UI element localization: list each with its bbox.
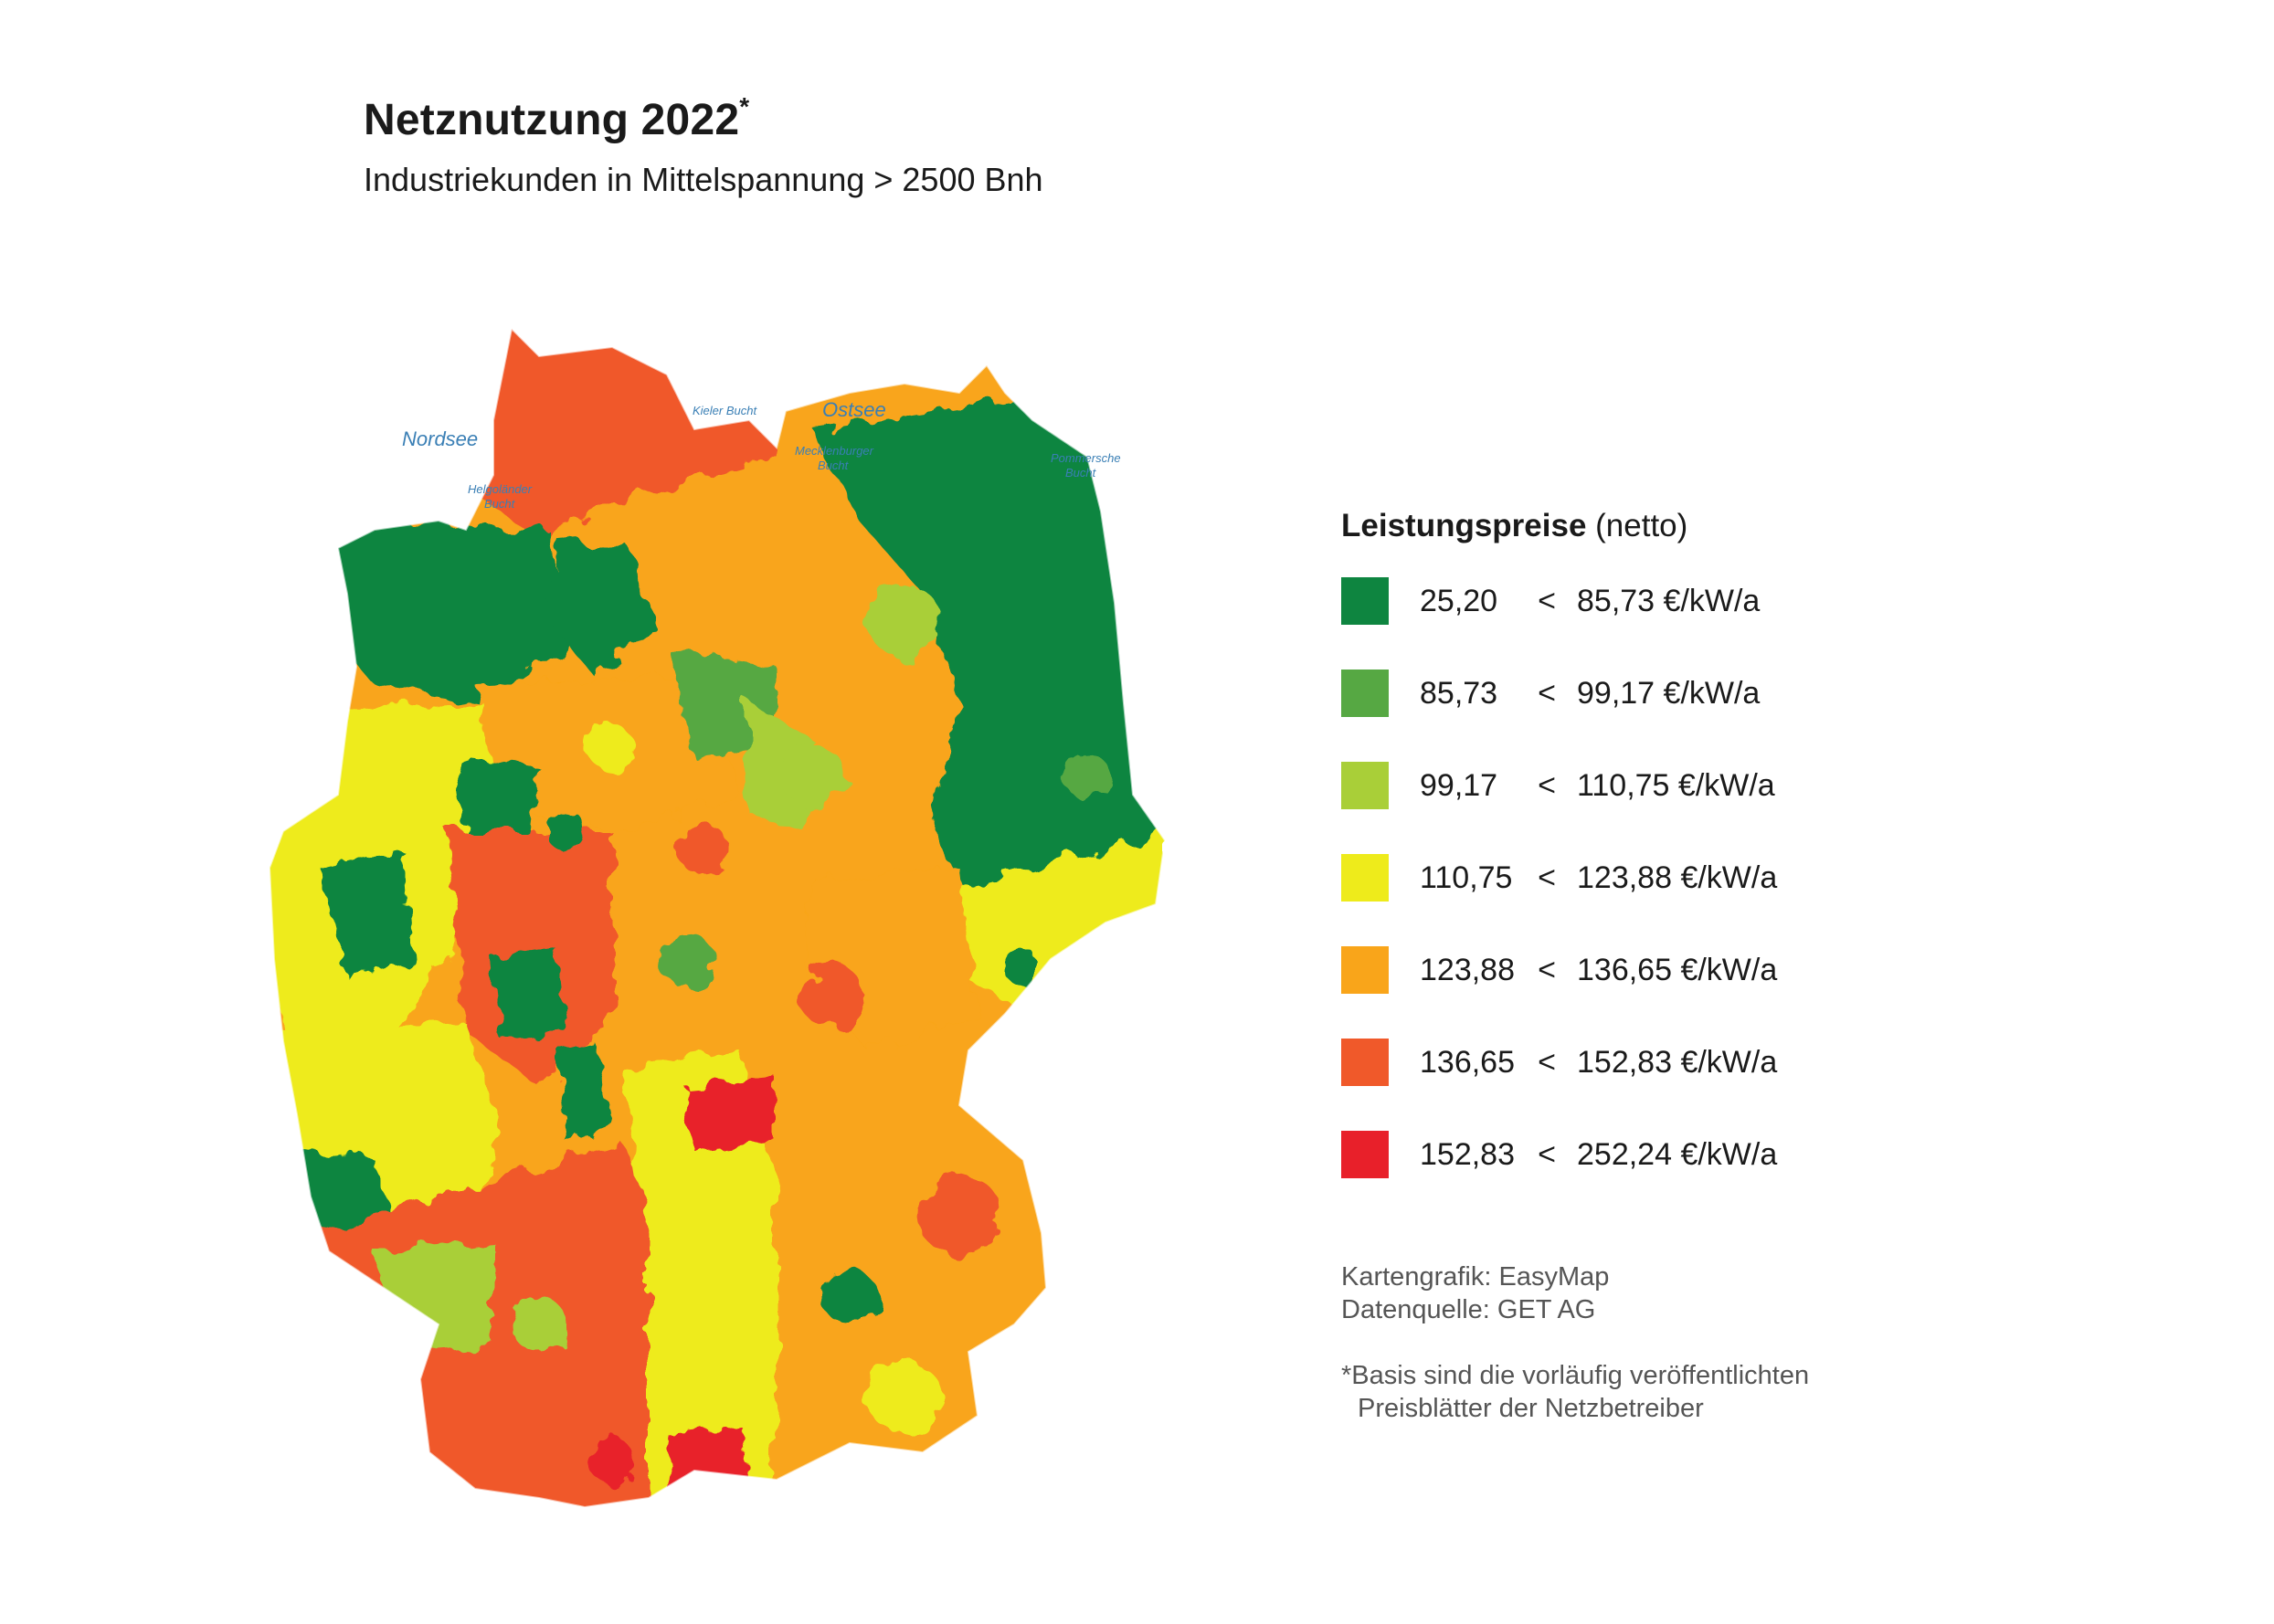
patch bbox=[1064, 754, 1110, 799]
region-bremen bbox=[548, 539, 658, 676]
source-line-map: Kartengrafik: EasyMap bbox=[1341, 1262, 1610, 1292]
patch bbox=[589, 1439, 635, 1484]
patch bbox=[868, 585, 941, 658]
legend-title: Leistungspreise (netto) bbox=[1341, 508, 1777, 544]
legend-swatch bbox=[1341, 946, 1389, 994]
legend-item: 123,88 <136,65 €/kW/a bbox=[1341, 946, 1777, 994]
legend-min: 136,65 bbox=[1420, 1044, 1515, 1080]
title-footnote-mark: * bbox=[739, 92, 750, 121]
region-northwest bbox=[320, 521, 566, 703]
label-helgolaender-bucht-1: Helgoländer bbox=[468, 482, 533, 496]
source-line-data: Datenquelle: GET AG bbox=[1341, 1295, 1596, 1324]
legend: Leistungspreise (netto) 25,20 <85,73 €/kW… bbox=[1341, 508, 1777, 1223]
patch bbox=[918, 1174, 1000, 1256]
legend-min: 123,88 bbox=[1420, 952, 1515, 987]
patch bbox=[799, 964, 863, 1028]
legend-items: 25,20 <85,73 €/kW/a 85,73 <99,17 €/kW/a 99,1… bbox=[1341, 577, 1777, 1178]
legend-item: 25,20 <85,73 €/kW/a bbox=[1341, 577, 1777, 625]
legend-separator: < bbox=[1538, 675, 1556, 711]
region-frankfurt bbox=[493, 950, 566, 1041]
title-text: Netznutzung 2022 bbox=[364, 96, 740, 144]
label-mecklenburger-bucht-2: Bucht bbox=[818, 459, 850, 472]
patch bbox=[512, 1297, 566, 1352]
legend-separator: < bbox=[1538, 952, 1556, 987]
patch bbox=[589, 726, 635, 772]
region-muenster bbox=[457, 758, 539, 840]
label-pommersche-bucht-2: Bucht bbox=[1065, 466, 1097, 480]
region-allgaeu bbox=[667, 1425, 749, 1507]
label-nordsee: Nordsee bbox=[402, 427, 478, 450]
region-mannheim bbox=[557, 1041, 612, 1142]
patch bbox=[546, 811, 587, 851]
germany-outline bbox=[268, 326, 1167, 1509]
patch bbox=[658, 932, 713, 986]
legend-separator: < bbox=[1538, 767, 1556, 803]
label-ostsee: Ostsee bbox=[822, 398, 886, 421]
patch bbox=[822, 1270, 877, 1324]
patch bbox=[1005, 950, 1042, 986]
source-info: Kartengrafik: EasyMap Datenquelle: GET A… bbox=[1341, 1260, 1609, 1326]
legend-min: 99,17 bbox=[1420, 767, 1498, 803]
legend-separator: < bbox=[1538, 859, 1556, 895]
legend-max: 136,65 €/kW/a bbox=[1577, 952, 1778, 987]
price-regions bbox=[270, 329, 1165, 1507]
legend-swatch bbox=[1341, 854, 1389, 902]
legend-max: 252,24 €/kW/a bbox=[1577, 1136, 1778, 1172]
legend-max: 123,88 €/kW/a bbox=[1577, 859, 1778, 895]
footnote-line-2: Preisblätter der Netzbetreiber bbox=[1358, 1394, 1704, 1423]
region-franconia bbox=[685, 1078, 777, 1151]
legend-item: 85,73 <99,17 €/kW/a bbox=[1341, 670, 1777, 717]
legend-max: 152,83 €/kW/a bbox=[1577, 1044, 1778, 1080]
map-subtitle: Industriekunden in Mittelspannung > 2500… bbox=[364, 161, 1043, 198]
legend-item: 136,65 <152,83 €/kW/a bbox=[1341, 1039, 1777, 1086]
legend-max: 110,75 €/kW/a bbox=[1577, 767, 1775, 803]
label-mecklenburger-bucht-1: Mecklenburger bbox=[795, 444, 874, 458]
legend-min: 25,20 bbox=[1420, 583, 1498, 618]
patch bbox=[384, 712, 439, 767]
legend-swatch bbox=[1341, 577, 1389, 625]
region-swabia bbox=[621, 1050, 777, 1507]
legend-separator: < bbox=[1538, 583, 1556, 618]
patch bbox=[868, 1361, 941, 1434]
region-ruhr bbox=[320, 849, 411, 977]
legend-swatch bbox=[1341, 762, 1389, 809]
legend-max: 99,17 €/kW/a bbox=[1577, 675, 1761, 711]
legend-item: 110,75 <123,88 €/kW/a bbox=[1341, 854, 1777, 902]
footnote: *Basis sind die vorläufig veröffentlicht… bbox=[1341, 1359, 1809, 1425]
legend-item: 152,83 <252,24 €/kW/a bbox=[1341, 1131, 1777, 1178]
patch bbox=[781, 744, 845, 808]
map-title: Netznutzung 2022* bbox=[364, 92, 750, 145]
label-pommersche-bucht-1: Pommersche bbox=[1051, 451, 1121, 465]
legend-swatch bbox=[1341, 1039, 1389, 1086]
legend-swatch bbox=[1341, 670, 1389, 717]
patch bbox=[678, 824, 729, 875]
legend-title-rest: (netto) bbox=[1586, 508, 1688, 543]
legend-separator: < bbox=[1538, 1136, 1556, 1172]
legend-separator: < bbox=[1538, 1044, 1556, 1080]
germany-price-map: Nordsee Ostsee Kieler Bucht Helgoländer … bbox=[268, 326, 1167, 1509]
legend-min: 110,75 bbox=[1420, 859, 1513, 895]
legend-title-bold: Leistungspreise bbox=[1341, 508, 1587, 543]
label-helgolaender-bucht-2: Bucht bbox=[484, 497, 516, 511]
legend-max: 85,73 €/kW/a bbox=[1577, 583, 1761, 618]
legend-min: 85,73 bbox=[1420, 675, 1498, 711]
patch bbox=[393, 1352, 466, 1425]
legend-swatch bbox=[1341, 1131, 1389, 1178]
footnote-line-1: *Basis sind die vorläufig veröffentlicht… bbox=[1341, 1361, 1810, 1390]
label-kieler-bucht: Kieler Bucht bbox=[693, 404, 757, 417]
legend-item: 99,17 <110,75 €/kW/a bbox=[1341, 762, 1777, 809]
legend-min: 152,83 bbox=[1420, 1136, 1515, 1172]
